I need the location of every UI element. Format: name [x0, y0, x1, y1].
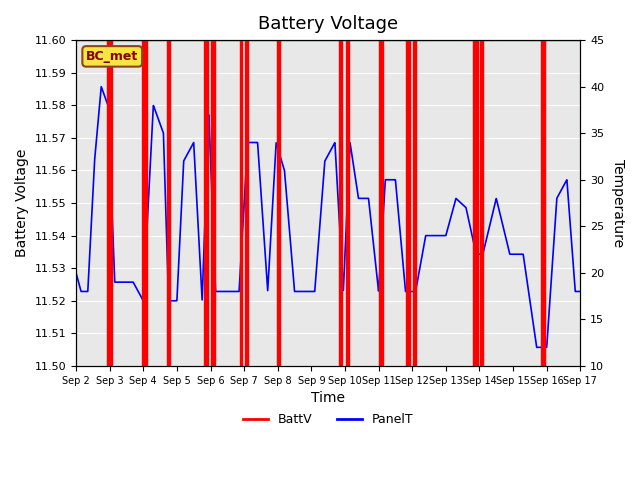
Bar: [541, 40, 545, 366]
Bar: [211, 40, 214, 366]
Bar: [480, 40, 483, 366]
Bar: [141, 40, 147, 366]
Bar: [240, 40, 243, 366]
Text: BC_met: BC_met: [86, 50, 138, 63]
Bar: [380, 40, 383, 366]
Bar: [339, 40, 342, 366]
Bar: [204, 40, 208, 366]
Bar: [168, 40, 170, 366]
X-axis label: Time: Time: [311, 391, 345, 405]
Title: Battery Voltage: Battery Voltage: [258, 15, 398, 33]
Bar: [406, 40, 410, 366]
Bar: [277, 40, 280, 366]
Legend: BattV, PanelT: BattV, PanelT: [237, 408, 419, 432]
Bar: [346, 40, 349, 366]
Y-axis label: Battery Voltage: Battery Voltage: [15, 149, 29, 257]
Bar: [413, 40, 416, 366]
Bar: [244, 40, 248, 366]
Bar: [108, 40, 112, 366]
Bar: [474, 40, 478, 366]
Y-axis label: Temperature: Temperature: [611, 159, 625, 247]
